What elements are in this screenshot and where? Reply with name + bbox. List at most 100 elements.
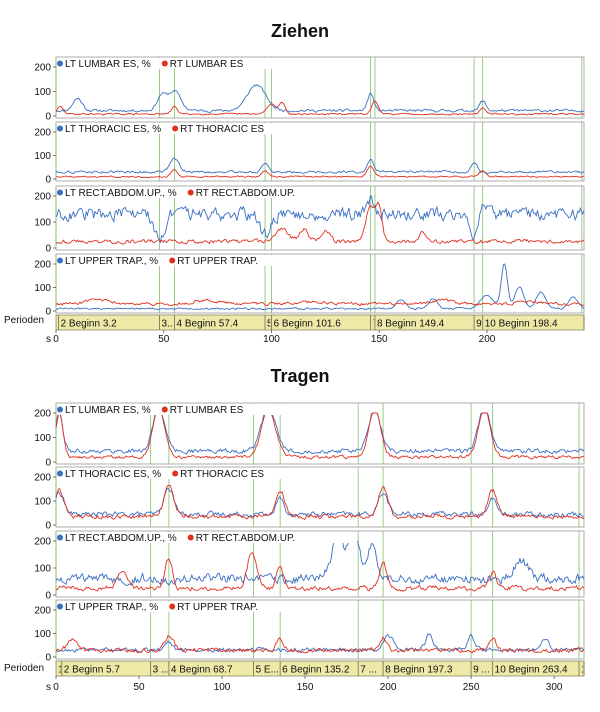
period-segment-label: 6 Beginn 101.6: [274, 319, 342, 330]
y-tick-label: 0: [45, 175, 51, 186]
legend-lt-label: LT THORACIC ES, %: [65, 469, 161, 480]
chart-tragen: Tragen Perioden s 0 100 200 LT LUMBAR ES, %…: [4, 366, 589, 693]
period-segment-label: 5 E...: [256, 665, 279, 676]
periods-label: Perioden: [4, 315, 44, 326]
legend-dot-lt: [57, 189, 63, 196]
legend-dot-lt: [57, 257, 63, 264]
x-tick-label: 250: [463, 682, 480, 693]
period-segment-label: 5.: [267, 319, 275, 330]
rt-series-line: [55, 485, 585, 521]
y-tick-label: 100: [34, 564, 51, 575]
x-tick-label: 200: [479, 334, 496, 345]
emg-panel: 0 100 200 LT RECT.ABDOM.UP., % RT RECT.ABDOM…: [34, 530, 585, 602]
legend-rt-label: RT RECT.ABDOM.UP.: [196, 188, 295, 199]
period-segment-label: 2 Beginn 5.7: [64, 665, 121, 676]
periods-label: Perioden: [4, 663, 44, 674]
periods-bar: 1.2 Beginn 3.23...4 Beginn 57.45.6 Begin…: [55, 314, 585, 331]
y-tick-label: 100: [34, 87, 51, 98]
legend-bg: [57, 532, 357, 543]
period-segment-label: 3 ...: [153, 665, 170, 676]
legend-dot-rt: [172, 125, 179, 132]
x-tick-label: 150: [371, 334, 388, 345]
legend-rt-label: RT RECT.ABDOM.UP.: [196, 533, 295, 544]
legend-bg: [57, 187, 357, 198]
y-tick-label: 100: [34, 218, 51, 229]
y-tick-label: 100: [34, 151, 51, 162]
y-tick-label: 100: [34, 283, 51, 294]
period-segment-label: 1.: [581, 665, 589, 676]
legend-dot-rt: [187, 189, 194, 196]
y-tick-label: 100: [34, 433, 51, 444]
legend-dot-rt: [161, 406, 168, 413]
x-tick-label: 50: [133, 682, 145, 693]
rt-series-line: [55, 412, 585, 460]
legend-dot-rt: [169, 603, 176, 610]
legend-bg: [57, 58, 357, 69]
period-segment-label: 10 Beginn 198.4: [485, 319, 558, 330]
period-segment-label: 10 Beginn 263.4: [495, 665, 568, 676]
rt-series-line: [55, 298, 585, 307]
y-tick-label: 200: [34, 473, 51, 484]
legend-dot-lt: [57, 406, 63, 413]
emg-panel: 0 100 200 LT UPPER TRAP., % RT UPPER TRAP.: [34, 253, 585, 318]
period-segment-label: 6 Beginn 135.2: [282, 665, 350, 676]
legend-bg: [57, 404, 357, 415]
legend-lt-label: LT LUMBAR ES, %: [65, 59, 151, 70]
x-axis-unit: s: [46, 682, 51, 693]
legend-lt-label: LT LUMBAR ES, %: [65, 405, 151, 416]
x-tick-label: 200: [380, 682, 397, 693]
y-tick-label: 200: [34, 606, 51, 617]
emg-panel: 0 100 200 LT UPPER TRAP., % RT UPPER TRAP.: [34, 599, 585, 664]
period-segment-label: 4 Beginn 68.7: [171, 665, 233, 676]
legend-dot-lt: [57, 603, 63, 610]
legend-dot-lt: [57, 534, 63, 541]
legend-rt-label: RT UPPER TRAP.: [177, 602, 258, 613]
lt-series-line: [55, 263, 585, 311]
x-tick-label: 50: [158, 334, 170, 345]
lt-series-line: [55, 157, 585, 174]
period-segment-label: 1.: [58, 665, 66, 676]
legend-bg: [57, 255, 357, 266]
emg-panel: 0 100 200 LT LUMBAR ES, % RT LUMBAR ES: [34, 402, 585, 469]
legend-rt-label: RT LUMBAR ES: [170, 405, 244, 416]
lt-series-line: [55, 412, 585, 455]
legend-rt-label: RT UPPER TRAP.: [177, 256, 258, 267]
emg-panel: 0 100 200 LT THORACIC ES, % RT THORACIC ES: [34, 121, 585, 186]
lt-series-line: [55, 83, 585, 113]
emg-panel: 0 100 200 LT THORACIC ES, % RT THORACIC ES: [34, 466, 585, 532]
legend-bg: [57, 468, 357, 479]
period-segment-label: 8 Beginn 149.4: [377, 319, 445, 330]
legend-dot-rt: [169, 257, 176, 264]
rt-series-line: [55, 635, 585, 654]
periods-bar: 1.2 Beginn 5.73 ...4 Beginn 68.75 E...6 …: [55, 660, 589, 677]
period-segment-label: 8 Beginn 197.3: [385, 665, 453, 676]
y-tick-label: 200: [34, 63, 51, 74]
y-tick-label: 0: [45, 458, 51, 469]
y-tick-label: 200: [34, 192, 51, 203]
legend-bg: [57, 601, 357, 612]
y-tick-label: 0: [45, 244, 51, 255]
rt-series-line: [55, 552, 585, 592]
emg-panel: 0 100 200 LT LUMBAR ES, % RT LUMBAR ES: [34, 56, 585, 123]
period-segment-label: 3...: [161, 319, 175, 330]
emg-panel: 0 100 200 LT RECT.ABDOM.UP., % RT RECT.ABDOM…: [34, 185, 585, 255]
lt-series-line: [55, 487, 585, 519]
legend-dot-lt: [57, 125, 63, 132]
lt-series-line: [55, 195, 585, 244]
rt-series-line: [55, 165, 585, 179]
legend-dot-rt: [172, 470, 179, 477]
y-tick-label: 200: [34, 128, 51, 139]
legend-bg: [57, 123, 357, 134]
y-tick-label: 0: [45, 112, 51, 123]
legend-lt-label: LT THORACIC ES, %: [65, 124, 161, 135]
legend-rt-label: RT THORACIC ES: [180, 469, 264, 480]
period-segment-label: 4 Beginn 57.4: [177, 319, 239, 330]
legend-lt-label: LT UPPER TRAP., %: [65, 256, 158, 267]
y-tick-label: 100: [34, 629, 51, 640]
legend-dot-lt: [57, 60, 63, 67]
x-tick-label: 100: [214, 682, 231, 693]
x-axis-unit: s: [46, 334, 51, 345]
x-tick-label: 0: [53, 682, 59, 693]
period-segment-label: 9.: [476, 319, 484, 330]
